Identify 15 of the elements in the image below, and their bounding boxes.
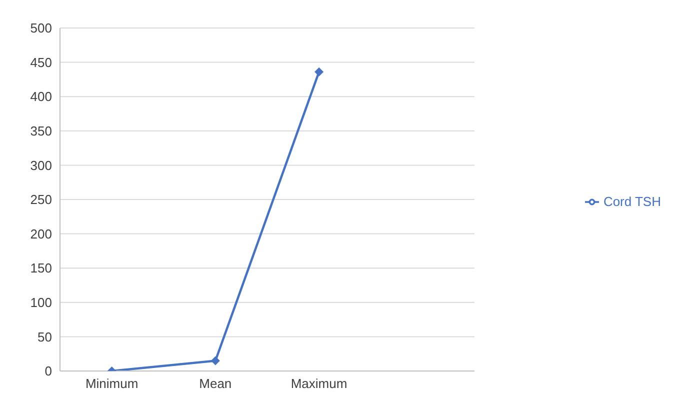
x-tick-label: Mean [199, 376, 232, 392]
y-tick-label: 450 [30, 54, 52, 70]
y-tick-label: 300 [30, 158, 52, 173]
y-tick-label: 400 [30, 89, 52, 104]
y-tick-label: 150 [30, 260, 52, 276]
y-tick-label: 350 [30, 124, 52, 139]
legend-label: Cord TSH [603, 194, 661, 209]
y-tick-label: 500 [30, 20, 52, 36]
y-tick-label: 0 [44, 364, 52, 379]
x-tick-label: Maximum [290, 376, 348, 392]
y-tick-label: 50 [38, 329, 52, 344]
y-tick-label: 200 [30, 226, 52, 242]
y-tick-label: 100 [30, 295, 52, 310]
x-tick-label: Minimum [85, 376, 138, 392]
y-tick-label: 250 [30, 192, 52, 208]
